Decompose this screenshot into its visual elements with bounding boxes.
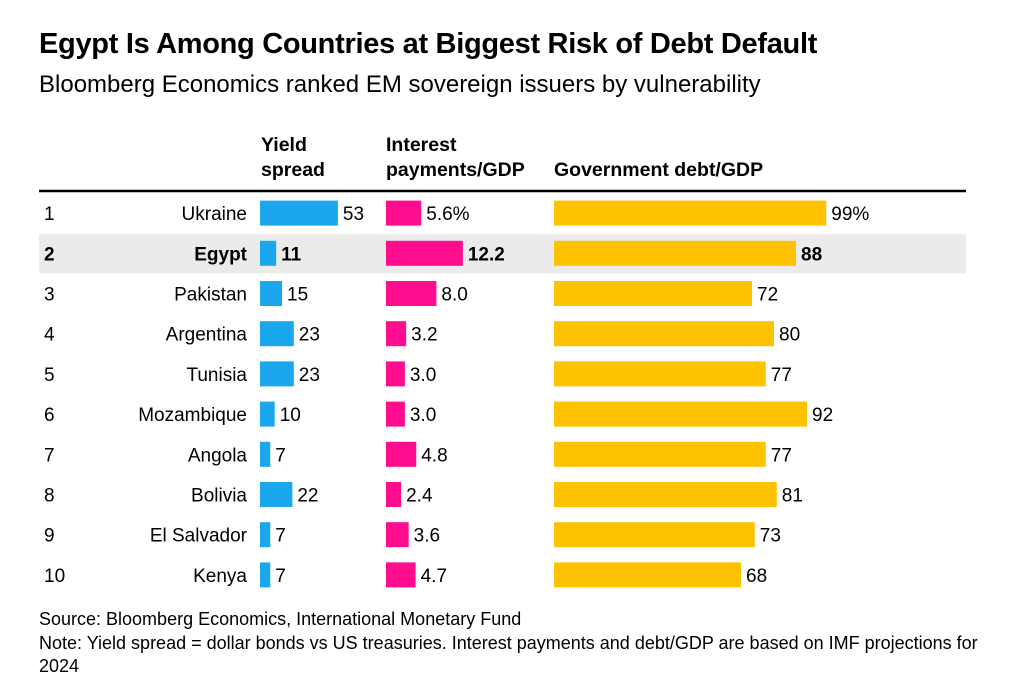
interest-value-label: 8.0 [441,285,467,306]
interest-bar [386,401,405,427]
interest-bar [386,562,416,588]
source-note: Source: Bloomberg Economics, Internation… [39,609,522,629]
interest-value-label: 3.6 [414,526,440,547]
debt-value-label: 77 [771,365,792,386]
rank-label: 9 [44,526,55,547]
yield-bar [260,522,271,548]
rank-label: 4 [44,325,55,346]
yield-value-label: 15 [287,285,308,306]
debt-bar [554,240,796,266]
debt-value-label: 73 [760,526,781,547]
debt-value-label: 72 [757,285,778,306]
yield-value-label: 7 [275,526,286,547]
interest-bar [386,240,463,266]
rank-label: 10 [44,566,65,587]
interest-value-label: 3.0 [410,405,436,426]
highlight-row-bg [39,234,966,274]
rank-label: 2 [44,244,55,265]
yield-value-label: 22 [297,486,318,507]
debt-bar [554,441,766,467]
country-label: Angola [188,445,248,466]
country-label: Ukraine [182,204,247,225]
country-label: Argentina [166,325,248,346]
country-label: Kenya [193,566,247,587]
debt-bar [554,562,741,588]
interest-value-label: 3.0 [410,365,436,386]
yield-bar [260,281,283,306]
yield-bar [260,401,275,427]
yield-bar [260,200,338,226]
debt-value-label: 81 [782,486,803,507]
interest-bar [386,522,409,548]
yield-value-label: 10 [280,405,301,426]
debt-value-label: 99% [831,204,869,225]
debt-bar [554,401,807,427]
chart-footer: Source: Bloomberg Economics, Internation… [39,608,979,679]
debt-value-label: 92 [812,405,833,426]
yield-value-label: 11 [281,244,302,265]
interest-value-label: 5.6% [426,204,469,225]
interest-bar [386,200,422,226]
debt-bar [554,281,752,306]
interest-bar [386,361,405,387]
debt-value-label: 77 [771,445,792,466]
yield-value-label: 7 [275,445,286,466]
yield-value-label: 23 [299,325,320,346]
country-label: Pakistan [174,285,247,306]
rank-label: 5 [44,365,55,386]
interest-value-label: 2.4 [406,486,433,507]
yield-bar [260,482,293,507]
yield-value-label: 53 [343,204,364,225]
interest-value-label: 12.2 [468,244,505,265]
country-label: Egypt [194,244,247,265]
yield-spread-header: Yield spread [261,134,325,181]
rank-label: 3 [44,285,55,306]
interest-value-label: 4.7 [421,566,447,587]
debt-value-label: 80 [779,325,800,346]
debt-bar [554,200,827,226]
debt-bar [554,522,755,548]
country-label: Bolivia [191,486,247,507]
debt-value-label: 88 [801,244,822,265]
interest-value-label: 4.8 [421,445,447,466]
methodology-note: Note: Yield spread = dollar bonds vs US … [39,632,978,677]
chart-title: Egypt Is Among Countries at Biggest Risk… [39,28,818,60]
rank-label: 1 [44,204,55,225]
chart-rows: 1 Ukraine 53 5.6% 99% 2 Egypt 11 12.2 88 3 Pakistan… [39,200,966,588]
debt-bar [554,361,766,387]
interest-value-label: 3.2 [411,325,437,346]
debt-bar [554,482,777,507]
rank-label: 8 [44,486,55,507]
chart-subtitle: Bloomberg Economics ranked EM sovereign … [39,71,761,98]
interest-bar [386,281,437,306]
yield-value-label: 7 [275,566,286,587]
interest-bar [386,441,417,467]
debt-value-label: 68 [746,566,767,587]
rank-label: 6 [44,405,55,426]
yield-bar [260,240,277,266]
yield-bar [260,562,271,588]
yield-bar [260,441,271,467]
debt-bar [554,321,774,347]
country-label: Mozambique [138,405,247,426]
yield-bar [260,321,294,347]
yield-value-label: 23 [299,365,320,386]
yield-bar [260,361,294,387]
country-label: El Salvador [150,526,248,547]
government-debt-header: Government debt/GDP [554,159,764,181]
rank-label: 7 [44,445,55,466]
interest-payments-header: Interest payments/GDP [386,134,525,181]
country-label: Tunisia [186,365,247,386]
interest-bar [386,321,407,347]
interest-bar [386,482,402,507]
